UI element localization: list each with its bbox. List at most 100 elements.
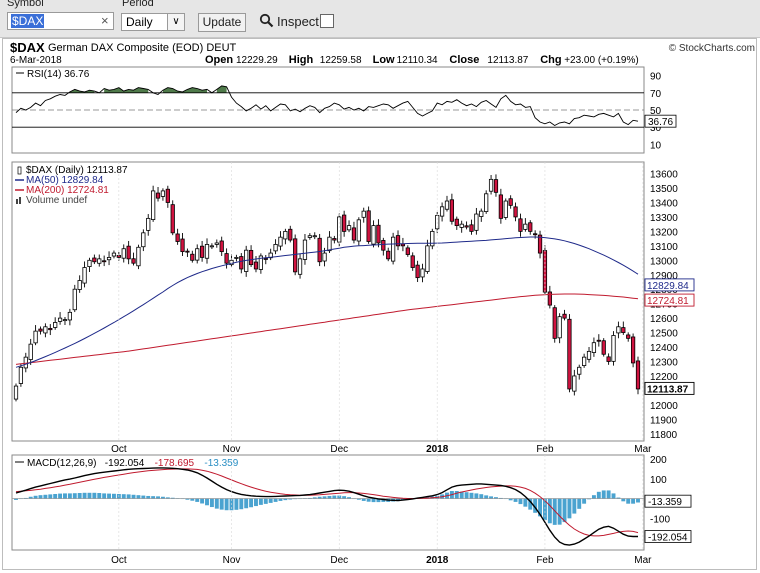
macd-histogram-bar: [361, 498, 366, 501]
macd-histogram-bar: [484, 495, 489, 499]
candle-body: [151, 190, 156, 220]
candle-body: [23, 356, 28, 369]
stock-chart: $DAX German DAX Composite (EOD) DEUT © S…: [10, 40, 755, 566]
candle-body: [278, 236, 283, 247]
ohlc-value: 12229.29: [236, 55, 278, 66]
candle-body: [361, 210, 366, 218]
candle-body: [121, 248, 126, 259]
macd-histogram-bar: [381, 498, 386, 502]
candle-body: [67, 311, 72, 321]
candle-body: [459, 223, 464, 228]
rsi-overbought-fill: [162, 87, 208, 93]
macd-histogram-bar: [185, 498, 190, 500]
macd-histogram-bar: [572, 498, 577, 514]
macd-histogram-bar: [454, 491, 459, 499]
ohlc-label: High: [289, 54, 314, 66]
candle-body: [87, 259, 92, 267]
macd-histogram-bar: [263, 498, 268, 504]
macd-histogram-bar: [601, 490, 606, 499]
symbol-input-value: $DAX: [11, 14, 45, 28]
x-tick-label: Feb: [536, 555, 554, 566]
macd-histogram-bar: [494, 497, 498, 499]
macd-histogram-bar: [165, 497, 170, 499]
inspect-label: Inspect: [277, 14, 319, 29]
candle-body: [263, 258, 268, 260]
candle-body: [552, 307, 557, 339]
ohlc-row: Open 12229.29 High 12259.58 Low 12110.34 Close…: [205, 54, 639, 66]
price-legend-item: MA(200) 12724.81: [26, 185, 109, 196]
ohlc-value: 12110.34: [397, 55, 438, 66]
macd-legend-item: -192.054: [105, 458, 145, 469]
candle-body: [346, 225, 352, 231]
update-button[interactable]: Update: [198, 13, 246, 32]
ohlc-value: +23.00 (+0.19%): [564, 55, 639, 66]
macd-histogram-bar: [28, 496, 33, 499]
macd-histogram-bar: [283, 498, 288, 501]
macd-histogram-bar: [523, 498, 528, 507]
candle-body: [630, 336, 636, 364]
candle-body: [616, 326, 621, 334]
candle-body: [498, 194, 503, 219]
candle-body: [146, 217, 151, 231]
price-legend-item: Volume undef: [26, 195, 87, 206]
x-tick-label: Oct: [111, 555, 127, 566]
candle-body: [43, 326, 48, 334]
macd-histogram-bar: [474, 493, 479, 499]
macd-histogram-bar: [258, 498, 263, 505]
chevron-down-icon: ∨: [167, 14, 184, 30]
candle-body: [332, 238, 337, 241]
price-last-label: 12113.87: [647, 384, 689, 395]
candle-body: [160, 190, 166, 197]
macd-histogram-bar: [205, 498, 209, 506]
candle-body: [606, 356, 611, 362]
candle-body: [72, 288, 77, 311]
macd-histogram-bar: [356, 498, 361, 500]
macd-histogram-bar: [244, 498, 249, 509]
macd-legend-item: -13.359: [204, 458, 238, 469]
candle-body: [420, 268, 425, 278]
candle-body: [395, 235, 401, 247]
candle-body: [131, 258, 136, 264]
period-select[interactable]: Daily ∨: [121, 13, 185, 31]
macd-histogram-bar: [342, 496, 347, 499]
candle-body: [488, 178, 494, 192]
inspect-checkbox[interactable]: [320, 14, 334, 28]
macd-histogram-bar: [38, 495, 43, 499]
chart-symbol: $DAX: [10, 40, 45, 55]
ohlc-label: Low: [373, 54, 395, 66]
candle-body: [307, 235, 312, 238]
clear-icon[interactable]: ×: [101, 13, 109, 28]
macd-histogram-bar: [214, 498, 219, 509]
macd-tick-label: 200: [650, 455, 667, 466]
macd-histogram-bar: [317, 496, 322, 499]
macd-histogram-bar: [72, 493, 77, 499]
macd-histogram-bar: [102, 493, 107, 499]
candle-body: [273, 243, 278, 252]
candle-body: [439, 206, 445, 217]
candle-body: [351, 227, 357, 241]
symbol-input[interactable]: $DAX: [7, 12, 114, 30]
macd-histogram-bar: [332, 495, 337, 499]
candle-body: [567, 318, 572, 390]
macd-histogram-bar: [195, 498, 200, 502]
macd-histogram-bar: [14, 498, 18, 500]
candle-body: [283, 230, 288, 240]
candle-body: [97, 258, 102, 264]
candle-body: [190, 253, 195, 261]
macd-histogram-bar: [126, 494, 131, 499]
candle-body: [572, 375, 577, 392]
macd-histogram-bar: [347, 497, 351, 499]
rsi-tick-label: 50: [650, 106, 662, 117]
symbol-label: Symbol: [7, 0, 44, 9]
candle-body: [13, 385, 19, 400]
price-tick-label: 12500: [650, 329, 678, 340]
magnifier-icon[interactable]: [259, 13, 274, 28]
price-layer: 13600 13500 13400 13300 13200 13100 13000 12900…: [13, 170, 695, 441]
price-last-box: [644, 278, 695, 292]
candle-body: [248, 249, 254, 266]
candle-body: [195, 248, 200, 261]
macd-histogram-bar: [82, 492, 87, 499]
candle-body: [449, 199, 455, 222]
macd-histogram-bar: [53, 493, 58, 499]
candle-body: [557, 316, 562, 339]
